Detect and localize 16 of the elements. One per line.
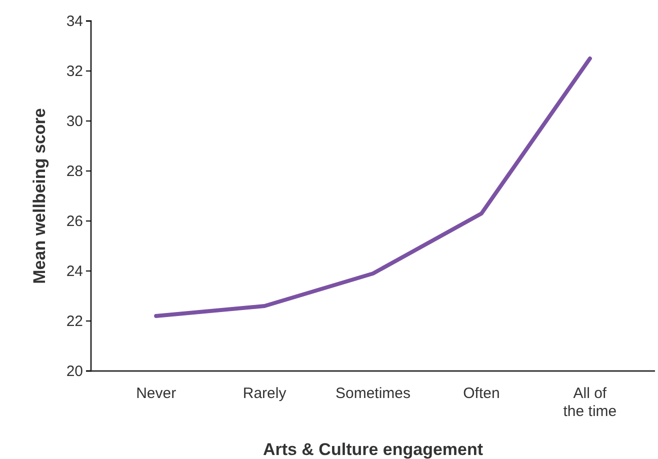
y-tick-label: 28 [66,162,83,180]
x-tick-label: Rarely [242,385,287,402]
y-tick-label: 24 [66,262,83,280]
y-axis-title: Mean wellbeing score [30,108,49,284]
y-tick-label: 30 [66,112,83,130]
x-tick-label: All of the time [563,385,617,420]
x-axis-title: Arts & Culture engagement [262,440,484,459]
line-series [154,56,592,318]
x-tick-label: Often [463,385,500,402]
y-tick-label: 20 [66,362,83,380]
y-tick-label: 22 [66,312,83,330]
y-tick-label: 32 [66,62,83,80]
y-tick-label: 34 [66,12,83,30]
y-tick-label: 26 [66,212,83,230]
x-tick-label: Sometimes [335,385,411,402]
x-tick-label: Never [136,385,176,402]
